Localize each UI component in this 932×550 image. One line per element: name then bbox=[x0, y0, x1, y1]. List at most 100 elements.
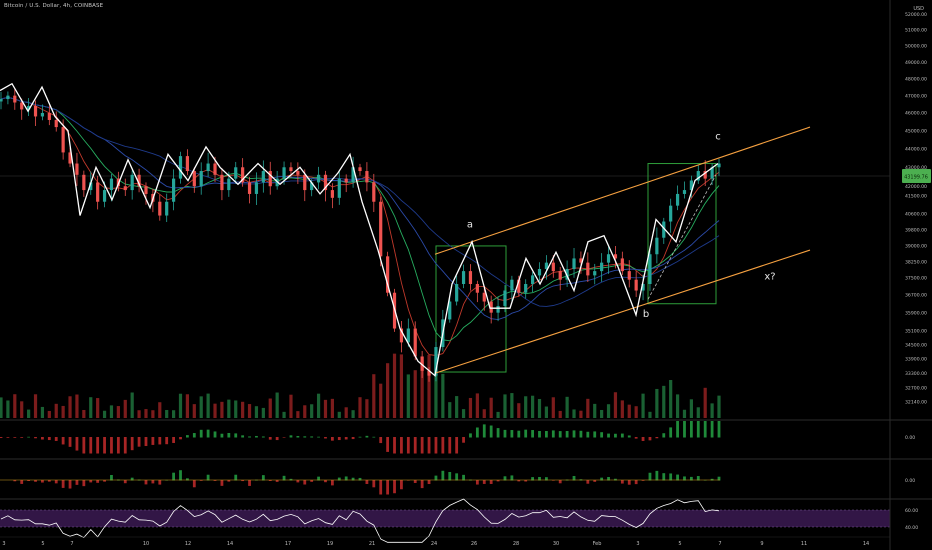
volume-bar bbox=[344, 407, 348, 418]
volume-bar bbox=[496, 411, 500, 418]
macd-bar bbox=[130, 437, 134, 451]
momentum-bar bbox=[593, 480, 597, 482]
volume-bar bbox=[399, 354, 404, 418]
macd-bar bbox=[406, 437, 410, 454]
candle-body bbox=[413, 328, 417, 357]
macd-bar bbox=[6, 437, 10, 438]
momentum-bar bbox=[406, 480, 410, 481]
volume-bar bbox=[275, 392, 279, 418]
momentum-bar bbox=[268, 480, 272, 481]
projection-line bbox=[647, 174, 717, 300]
y-tick-label: 39800.00 bbox=[905, 227, 927, 233]
macd-bar bbox=[648, 437, 652, 441]
momentum-bar bbox=[648, 472, 652, 481]
macd-bar bbox=[20, 437, 24, 438]
candle-body bbox=[358, 167, 362, 172]
time-axis[interactable]: 3 5 7 10 12 14 17 19 21 24 26 28 30 Feb 3 5 7 9 11 14 bbox=[0, 536, 890, 547]
momentum-bar bbox=[386, 480, 390, 495]
momentum-bar bbox=[572, 475, 576, 481]
momentum-bar bbox=[75, 480, 79, 485]
candle-body bbox=[0, 99, 3, 102]
momentum-bar bbox=[393, 480, 396, 494]
volume-bar bbox=[54, 403, 58, 418]
macd-bar bbox=[614, 433, 617, 438]
momentum-bar bbox=[434, 475, 438, 481]
volume-bar bbox=[524, 396, 528, 418]
candle-body bbox=[517, 279, 521, 293]
momentum-bar bbox=[717, 476, 721, 481]
candle-body bbox=[662, 221, 666, 238]
momentum-bar bbox=[261, 475, 265, 481]
macd-bar bbox=[337, 437, 341, 441]
y-tick-label: 38250.00 bbox=[905, 259, 927, 265]
candle-body bbox=[337, 178, 341, 198]
momentum-bar bbox=[614, 478, 617, 481]
momentum-bar bbox=[427, 480, 431, 485]
volume-bar bbox=[448, 402, 452, 418]
macd-bar bbox=[420, 437, 424, 454]
volume-bar bbox=[351, 410, 355, 418]
momentum-bar bbox=[607, 477, 610, 481]
momentum-bar bbox=[158, 480, 162, 485]
volume-bar bbox=[710, 403, 714, 418]
macd-bar bbox=[496, 428, 500, 438]
x-tick-label: 19 bbox=[327, 541, 333, 547]
macd-bar bbox=[110, 437, 113, 454]
volume-bar bbox=[662, 385, 666, 418]
momentum-bar bbox=[351, 477, 355, 481]
macd-bar bbox=[524, 429, 528, 438]
macd-bar bbox=[330, 437, 334, 441]
momentum-bar bbox=[600, 477, 604, 481]
candle-body bbox=[220, 174, 224, 191]
momentum-bar bbox=[199, 480, 203, 481]
macd-bar bbox=[54, 437, 58, 441]
volume-bar bbox=[413, 370, 417, 418]
momentum-bar bbox=[683, 476, 686, 481]
price-axis[interactable]: 52000.00 51000.00 50000.00 49000.00 48000.00… bbox=[889, 0, 927, 550]
y-tick-label: 34500.00 bbox=[905, 343, 927, 349]
volume-bar bbox=[682, 409, 687, 418]
candle-body bbox=[323, 174, 328, 191]
macd-bar bbox=[620, 433, 624, 438]
macd-bar bbox=[365, 435, 369, 438]
volume-bar bbox=[220, 401, 224, 418]
momentum-bar bbox=[289, 478, 293, 481]
momentum-bar bbox=[400, 480, 403, 490]
volume-bar bbox=[234, 400, 238, 418]
momentum-bar bbox=[358, 477, 362, 481]
macd-bar bbox=[551, 430, 555, 438]
volume-bar bbox=[593, 403, 597, 418]
candle-body bbox=[296, 171, 300, 175]
volume-bar bbox=[171, 410, 176, 418]
momentum-bar bbox=[282, 475, 286, 481]
candle-body bbox=[420, 356, 424, 371]
candle-body bbox=[289, 167, 293, 172]
candle-body bbox=[27, 105, 31, 110]
candle-body bbox=[530, 275, 535, 285]
x-tick-label: 14 bbox=[863, 541, 869, 547]
momentum-bar bbox=[337, 477, 341, 481]
momentum-bar bbox=[689, 476, 693, 481]
momentum-bar bbox=[420, 480, 424, 489]
volume-bar bbox=[47, 410, 51, 418]
volume-bar bbox=[68, 396, 72, 418]
macd-bar bbox=[158, 437, 162, 445]
y-tick-label: 40600.00 bbox=[905, 211, 927, 217]
wave-boxes bbox=[435, 163, 717, 373]
candle-body bbox=[475, 284, 479, 293]
volume-bar bbox=[482, 409, 486, 418]
candle-body bbox=[234, 167, 238, 179]
candle-body bbox=[696, 171, 700, 181]
volume-bar bbox=[689, 399, 693, 418]
candle-body bbox=[144, 186, 148, 194]
macd-bar bbox=[565, 430, 569, 438]
macd-bar bbox=[710, 421, 714, 438]
volume-bar bbox=[206, 393, 210, 418]
macd-bar bbox=[275, 437, 279, 441]
volume-bar bbox=[627, 404, 631, 418]
macd-zero-label: 0.00 bbox=[905, 435, 915, 441]
volume-bar bbox=[178, 393, 183, 418]
x-tick-label: 17 bbox=[285, 541, 291, 547]
macd-bar bbox=[303, 436, 307, 438]
